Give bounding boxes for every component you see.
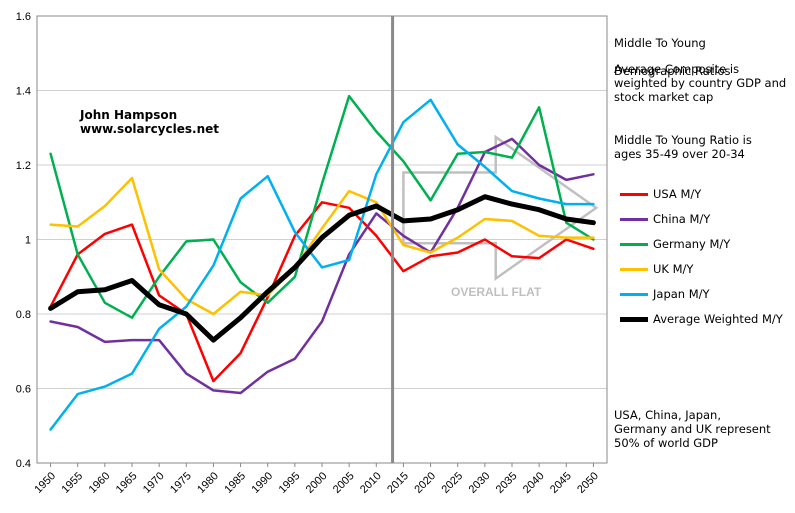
overall-flat-arrow-shape	[402, 134, 599, 282]
x-tick-label-7: 1985	[222, 470, 248, 496]
legend-swatch-usa	[620, 193, 648, 196]
legend-label-china: China M/Y	[653, 212, 711, 226]
y-tick-label-1: 0.6	[16, 384, 31, 396]
footer-note: USA, China, Japan, Germany and UK repres…	[614, 408, 771, 450]
y-tick-label-6: 1.6	[16, 11, 31, 23]
x-tick-label-15: 2025	[439, 470, 465, 496]
x-tick-label-2: 1960	[87, 470, 113, 496]
x-tick-label-20: 2050	[575, 470, 601, 496]
x-tick-label-18: 2040	[521, 470, 547, 496]
x-tick-label-9: 1995	[277, 470, 303, 496]
series-line-usa-m-y	[49, 201, 595, 383]
x-tick-label-14: 2020	[412, 470, 438, 496]
title-line-1: Middle To Young	[614, 36, 706, 50]
x-tick-label-16: 2030	[467, 470, 493, 496]
legend-label-germany: Germany M/Y	[653, 237, 731, 251]
legend-swatch-germany	[620, 243, 648, 246]
legend-label-average: Average Weighted M/Y	[653, 312, 783, 326]
legend-label-japan: Japan M/Y	[653, 287, 710, 301]
series-line-average-weighted-m-y	[48, 194, 596, 343]
legend-swatch-uk	[620, 268, 648, 271]
y-tick-labels: 0.4 0.6 0.8 1 1.2 1.4 1.6	[16, 11, 31, 470]
title-line-2: Demographic Ratios	[614, 64, 731, 78]
legend-swatch-japan	[620, 293, 648, 296]
series-line-china-m-y	[49, 137, 595, 395]
author-site: www.solarcycles.net	[80, 122, 219, 136]
series-lines	[48, 94, 596, 431]
definition-note: Middle To Young Ratio is ages 35-49 over…	[614, 133, 752, 161]
x-tick-label-12: 2010	[358, 470, 384, 496]
y-tick-label-3: 1	[25, 235, 31, 247]
x-tick-label-11: 2005	[331, 470, 357, 496]
y-tick-label-4: 1.2	[16, 160, 31, 172]
legend-label-uk: UK M/Y	[653, 262, 694, 276]
x-tick-label-4: 1970	[141, 470, 167, 496]
legend-swatch-china	[620, 218, 648, 221]
overall-flat-arrow	[402, 134, 599, 282]
x-tick-label-1: 1955	[59, 470, 85, 496]
chart-title: Middle To Young Demographic Ratios	[614, 22, 731, 92]
y-tick-label-5: 1.4	[16, 86, 31, 98]
x-tick-label-17: 2035	[494, 470, 520, 496]
overall-flat-label: OVERALL FLAT	[451, 285, 542, 299]
y-tick-label-2: 0.8	[16, 309, 31, 321]
series-line-germany-m-y	[49, 94, 595, 319]
x-tick-label-13: 2015	[385, 470, 411, 496]
x-tick-label-8: 1990	[249, 470, 275, 496]
x-tick-label-6: 1980	[195, 470, 221, 496]
x-tick-label-0: 1950	[32, 470, 58, 496]
axes	[36, 15, 608, 467]
legend-label-usa: USA M/Y	[653, 187, 702, 201]
x-tick-label-19: 2045	[548, 470, 574, 496]
author-block: John Hampson www.solarcycles.net	[80, 108, 219, 136]
x-tick-labels: 1950 1955 1960 1965 1970 1975 1980 1985 1990 1995…	[32, 470, 601, 496]
author-name: John Hampson	[80, 108, 178, 122]
legend-swatch-average	[620, 317, 648, 322]
series-line-uk-m-y	[49, 176, 595, 316]
x-tick-label-5: 1975	[168, 470, 194, 496]
series-line-japan-m-y	[49, 98, 595, 431]
y-tick-label-0: 0.4	[16, 458, 31, 470]
composite-note: Average Composite is weighted by country…	[614, 62, 787, 104]
x-tick-label-10: 2000	[304, 470, 330, 496]
x-tick-label-3: 1965	[114, 470, 140, 496]
